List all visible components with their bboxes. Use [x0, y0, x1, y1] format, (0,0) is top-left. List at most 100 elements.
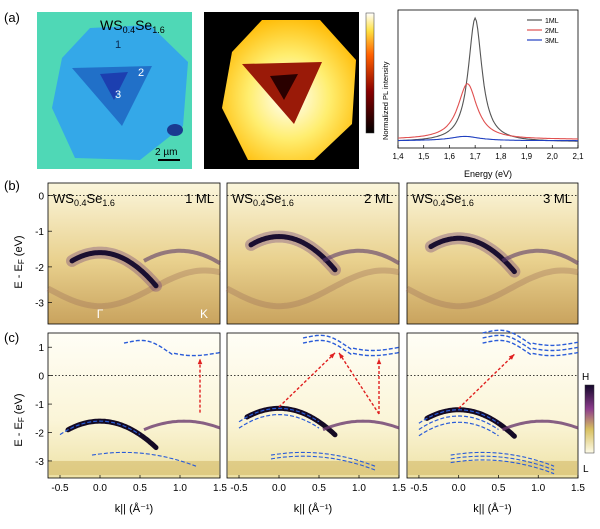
pl-x-tick-label: 1,4 — [392, 152, 404, 161]
c-theory-conduction-band — [482, 339, 579, 357]
panel-label-b: (b) — [4, 178, 20, 193]
pl-intensity-map — [204, 12, 359, 169]
b-valence-band — [248, 233, 338, 273]
pl-legend-label: 3ML — [545, 38, 559, 45]
b-y-tick-label: 0 — [38, 191, 44, 202]
c-panel-background — [406, 332, 579, 479]
c-theory-lower-band — [91, 451, 197, 467]
pl-x-tick-label: 1,7 — [470, 152, 482, 161]
c-theory-valence-band — [59, 420, 141, 436]
c-theory-conduction-band — [123, 339, 221, 357]
c-k-band — [501, 419, 579, 432]
pl-series-2ML — [398, 83, 578, 140]
c-xlabel: k|| (Å⁻¹) — [294, 502, 332, 515]
pl-x-tick-label: 1,8 — [495, 152, 507, 161]
pl-x-tick-label: 1,5 — [418, 152, 430, 161]
c-arrow-head — [508, 354, 515, 360]
c-theory-lower-band — [270, 451, 376, 467]
c-theory-valence-band — [418, 409, 499, 424]
c-k-band — [322, 419, 400, 432]
c-theory-conduction-band — [482, 334, 579, 352]
colorbar-high-label: H — [582, 372, 589, 383]
c-arrow-head — [376, 358, 382, 365]
c-x-tick-label: 0.0 — [272, 483, 286, 494]
c-x-tick-label: 0.5 — [312, 483, 326, 494]
b-sample-label: WS0.4Se1.6 — [53, 191, 115, 208]
b-lower-band — [405, 267, 579, 310]
b-valence-band — [69, 250, 159, 289]
colorbar-low-label: L — [583, 464, 589, 475]
c-noise-band — [49, 460, 219, 476]
c-arrow-head — [197, 358, 203, 365]
b-k-label: K — [200, 307, 208, 321]
c-x-tick-label: 1.5 — [392, 483, 406, 494]
c-theory-valence-band — [238, 414, 320, 429]
b-layer-label: 2 ML — [364, 191, 393, 206]
pl-x-tick-label: 2,0 — [547, 152, 559, 161]
b-valence-band — [428, 235, 517, 275]
pl-trilayer-region — [270, 74, 298, 100]
c-x-tick-label: 1.0 — [531, 483, 545, 494]
c-y-tick-label: -2 — [35, 429, 44, 440]
c-ylabel: E - EF (eV) — [13, 393, 26, 446]
c-x-tick-label: -0.5 — [410, 483, 428, 494]
c-transition-arrow — [338, 352, 380, 415]
b-layer-label: 3 ML — [543, 191, 572, 206]
c-theory-conduction-band — [302, 339, 400, 357]
c-transition-arrow — [278, 352, 336, 408]
b-sample-label: WS0.4Se1.6 — [232, 191, 294, 208]
trilayer-region — [100, 72, 128, 100]
b-lower-band — [46, 267, 221, 310]
c-arrow-head — [339, 352, 344, 359]
pl-legend-label: 2ML — [545, 28, 559, 35]
b-y-tick-label: -3 — [35, 299, 44, 310]
b-lower-band — [225, 267, 400, 310]
c-y-tick-label: -3 — [35, 457, 44, 468]
c-panel-background — [226, 332, 400, 479]
hl-colorbar — [584, 384, 595, 454]
scale-bar-label: 2 µm — [155, 147, 177, 158]
pl-legend-label: 1ML — [545, 18, 559, 25]
pl-x-tick-label: 1,6 — [444, 152, 456, 161]
c-transition-arrow — [458, 353, 515, 409]
c-theory-conduction-band — [482, 329, 579, 347]
c-y-tick-label: -1 — [35, 400, 44, 411]
c-theory-conduction-band — [302, 334, 400, 352]
c-y-tick-label: 0 — [38, 372, 44, 383]
b-k-band — [322, 248, 401, 266]
region-label-2: 2 — [138, 67, 144, 79]
c-noise-band — [408, 460, 577, 476]
flake-spot — [167, 124, 183, 136]
c-x-tick-label: 0.5 — [133, 483, 147, 494]
arpes-raw-panels: WS0.4Se1.6 1 ML Γ K WS0.4Se1.6 2 ML WS0.4Se1.6… — [46, 182, 580, 325]
region-label-3: 3 — [115, 89, 121, 101]
b-y-tick-label: -1 — [35, 227, 44, 238]
c-x-tick-label: -0.5 — [51, 483, 69, 494]
pl-colorbar — [365, 12, 375, 134]
b-layer-label: 1 ML — [185, 191, 214, 206]
pl-x-tick-label: 2,1 — [572, 152, 584, 161]
pl-plot-frame — [397, 9, 579, 149]
b-k-band — [501, 248, 580, 266]
c-theory-lower-band — [450, 459, 555, 475]
pl-colorbar-label: Normalized PL intensity — [381, 61, 390, 140]
pl-series-3ML — [398, 135, 578, 142]
region-label-1: 1 — [115, 39, 121, 51]
c-xlabel: k|| (Å⁻¹) — [115, 502, 153, 515]
b-k-band — [143, 248, 222, 266]
c-x-tick-label: -0.5 — [230, 483, 248, 494]
pl-x-tick-label: 1,9 — [521, 152, 533, 161]
optical-image: WS0.4Se1.6 1 2 3 2 µm — [37, 12, 192, 169]
c-x-tick-label: 1.5 — [213, 483, 227, 494]
c-theory-lower-band — [270, 455, 376, 471]
c-x-tick-label: 0.0 — [452, 483, 466, 494]
b-y-tick-label: -2 — [35, 263, 44, 274]
c-x-tick-label: 1.0 — [352, 483, 366, 494]
arpes-curvature-panels — [47, 329, 579, 479]
c-x-tick-label: 0.0 — [93, 483, 107, 494]
c-theory-valence-band — [418, 415, 499, 431]
c-theory-valence-band — [238, 407, 320, 423]
b-gamma-label: Γ — [97, 307, 104, 321]
c-panel-background — [47, 332, 221, 479]
